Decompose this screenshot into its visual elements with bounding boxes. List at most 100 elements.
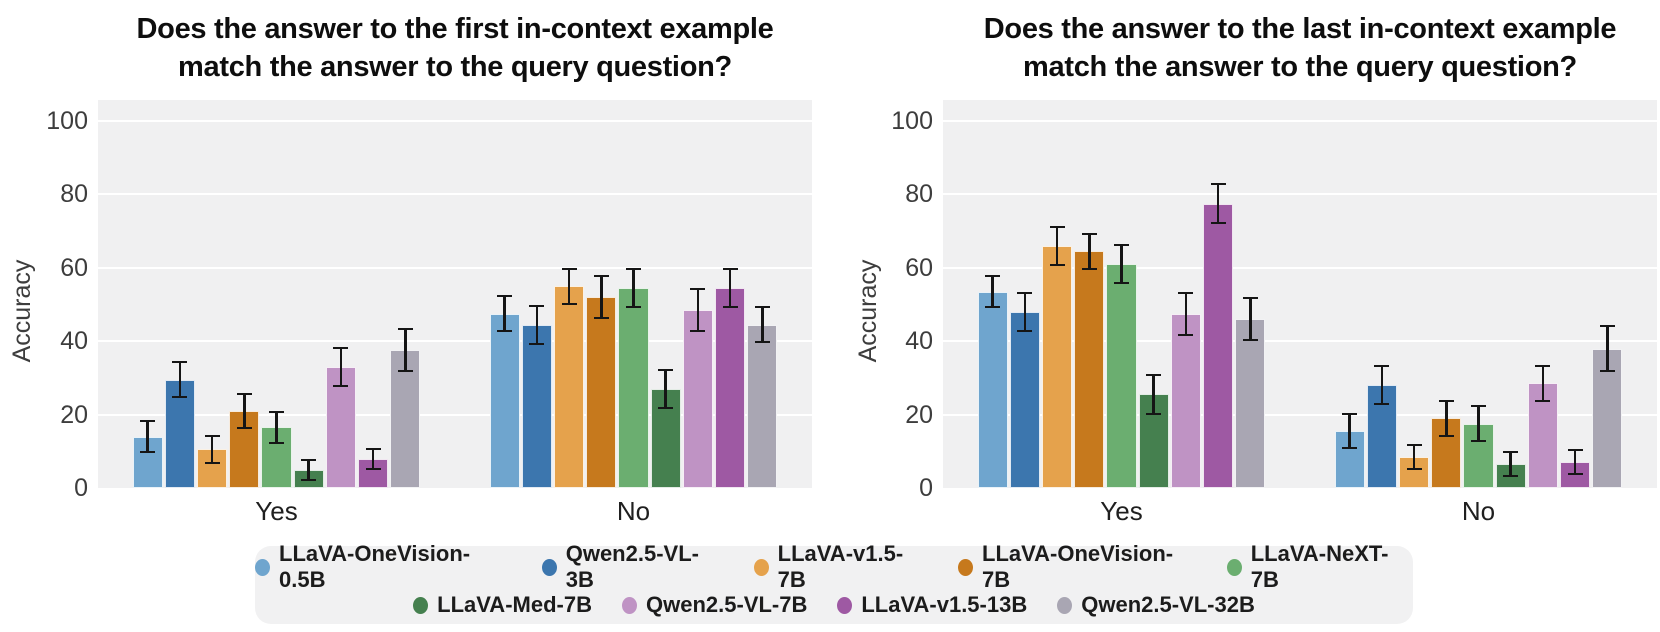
- y-tick-label: 0: [74, 474, 88, 502]
- gridline-100: [943, 120, 1657, 122]
- chart-title-line: Does the answer to the first in-context …: [136, 13, 774, 45]
- legend-item: Qwen2.5-VL-7B: [621, 592, 808, 618]
- error-bar: [1017, 291, 1033, 333]
- error-bar: [658, 368, 674, 410]
- error-bar: [1049, 225, 1065, 266]
- x-tick-label: Yes: [255, 496, 298, 526]
- error-bar: [625, 267, 641, 309]
- plot-area: [943, 100, 1657, 488]
- bar: [1041, 225, 1073, 488]
- legend-item: LLaVA-OneVision-7B: [958, 541, 1197, 593]
- y-tick-label: 60: [60, 253, 88, 282]
- y-tick-label: 80: [905, 180, 933, 209]
- bar: [1398, 443, 1430, 488]
- gridline-40: [943, 340, 1657, 343]
- error-bar: [268, 410, 284, 444]
- error-bar: [1503, 451, 1519, 477]
- bar-group-yes: [977, 183, 1266, 488]
- gridline-60: [98, 266, 812, 269]
- error-bar: [301, 458, 317, 481]
- bar: [261, 410, 292, 488]
- error-bar: [204, 434, 220, 465]
- bar: [358, 447, 389, 488]
- error-bar: [690, 288, 706, 333]
- chart-title: Does the answer to the last in-context e…: [943, 10, 1657, 86]
- bar: [553, 267, 585, 488]
- x-tick-label: No: [616, 496, 651, 526]
- legend-marker-icon: [1226, 558, 1242, 576]
- legend-marker-icon: [541, 558, 557, 576]
- legend-marker-icon: [958, 558, 973, 576]
- legend-marker-icon: [413, 596, 429, 614]
- bar: [1431, 399, 1462, 488]
- bar: [747, 306, 778, 488]
- bar: [1527, 365, 1559, 488]
- error-bar: [140, 420, 156, 454]
- legend-marker-icon: [1057, 596, 1073, 614]
- legend-item: Qwen2.5-VL-32B: [1057, 592, 1255, 618]
- legend-label: Qwen2.5-VL-32B: [1081, 592, 1255, 617]
- gridline-20: [98, 413, 812, 416]
- legend-label: LLaVA-OneVision-7B: [982, 541, 1174, 592]
- bar: [390, 328, 421, 488]
- legend-item: LLaVA-NeXT-7B: [1226, 541, 1413, 593]
- bar: [650, 368, 681, 488]
- legend-item: LLaVA-Med-7B: [413, 592, 592, 618]
- gridline-80: [943, 193, 1657, 196]
- error-bar: [754, 306, 770, 344]
- gridline-40: [98, 340, 812, 343]
- legend-label: LLaVA-OneVision-0.5B: [279, 541, 471, 592]
- legend-item: LLaVA-OneVision-0.5B: [255, 541, 512, 593]
- bar: [682, 288, 714, 488]
- y-tick-label: 60: [905, 253, 933, 282]
- error-bar: [236, 392, 252, 430]
- bar: [521, 304, 552, 488]
- legend-item: LLaVA-v1.5-7B: [753, 541, 928, 593]
- bar: [1463, 405, 1494, 488]
- x-tick-label: No: [1461, 496, 1496, 526]
- y-axis-ticks: 0 20 40 60 80 100: [8, 100, 88, 502]
- bar: [1106, 243, 1137, 488]
- bar: [489, 295, 520, 488]
- legend-label: LLaVA-NeXT-7B: [1250, 541, 1389, 592]
- bar-group-no: [489, 267, 778, 488]
- bar: [293, 458, 324, 488]
- error-bar: [1342, 412, 1358, 450]
- y-axis-ticks: 0 20 40 60 80 100: [853, 100, 933, 502]
- error-bar: [397, 328, 413, 373]
- y-tick-label: 100: [891, 107, 933, 135]
- error-bar: [1178, 291, 1194, 336]
- error-bar: [1567, 449, 1583, 476]
- bar: [1074, 232, 1105, 488]
- bar: [1366, 365, 1397, 488]
- legend-label: LLaVA-v1.5-7B: [777, 541, 904, 592]
- legend-label: LLaVA-v1.5-13B: [861, 592, 1028, 617]
- x-tick-label: Yes: [1100, 496, 1143, 526]
- error-bar: [333, 346, 349, 388]
- chart-title: Does the answer to the first in-context …: [98, 10, 812, 86]
- legend-label: Qwen2.5-VL-7B: [645, 592, 808, 617]
- legend-marker-icon: [837, 596, 853, 614]
- error-bar: [593, 275, 609, 320]
- error-bar: [172, 361, 188, 399]
- chart-title-line: Does the answer to the last in-context e…: [983, 13, 1617, 45]
- y-tick-label: 40: [905, 327, 933, 356]
- bar: [1170, 291, 1202, 488]
- bar: [1235, 297, 1266, 488]
- error-bar: [1374, 365, 1390, 406]
- error-bar: [1242, 297, 1258, 342]
- error-bar: [722, 267, 738, 309]
- bar: [325, 346, 357, 488]
- chart-title-line: match the answer to the query question?: [178, 51, 732, 83]
- bar: [1334, 412, 1365, 488]
- legend-item: Qwen2.5-VL-3B: [541, 541, 724, 593]
- chart-first-example: Does the answer to the first in-context …: [0, 0, 830, 545]
- gridline-100: [98, 120, 812, 122]
- bar: [1009, 291, 1040, 488]
- error-bar: [497, 295, 513, 333]
- error-bar: [1470, 405, 1486, 443]
- error-bar: [985, 275, 1001, 309]
- y-tick-label: 20: [60, 400, 88, 429]
- error-bar: [1599, 324, 1615, 373]
